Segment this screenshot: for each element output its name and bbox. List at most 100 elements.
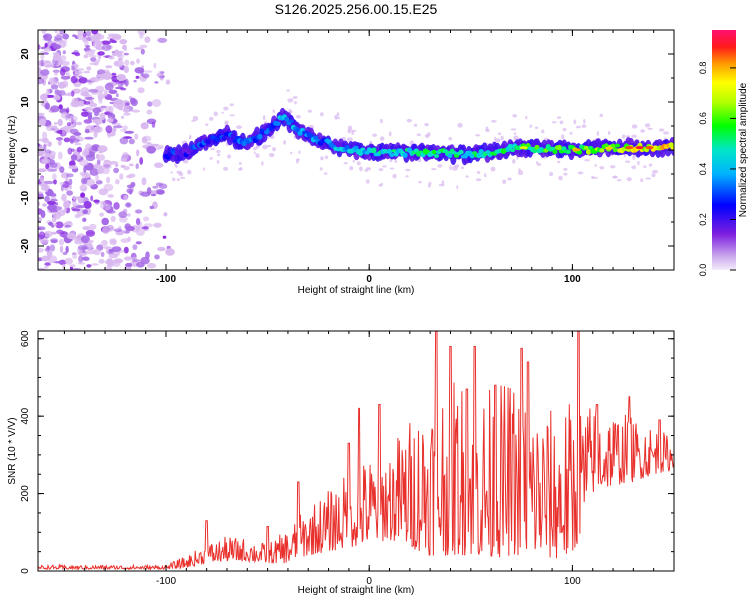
noise-blob (88, 239, 94, 244)
noise-blob (46, 250, 53, 257)
faint-point (490, 166, 496, 172)
noise-blob (86, 249, 96, 255)
noise-blob (133, 47, 143, 50)
noise-blob (52, 53, 61, 61)
spectrogram-y-label: Frequency (Hz) (7, 116, 18, 185)
noise-blob (85, 45, 91, 48)
noise-blob (79, 184, 88, 192)
faint-point (292, 96, 298, 99)
faint-point (485, 126, 489, 131)
noise-blob (125, 202, 132, 208)
y-tick-label: 10 (20, 96, 31, 108)
noise-blob (43, 33, 53, 41)
noise-blob (136, 225, 141, 230)
noise-blob (92, 41, 101, 49)
colorbar-tick-label: 0.6 (698, 112, 708, 125)
noise-blob (76, 146, 83, 153)
noise-blob (77, 262, 86, 265)
faint-point (569, 131, 573, 135)
noise-blob (103, 246, 112, 250)
ridge-core (565, 149, 571, 154)
noise-blob (63, 200, 71, 209)
noise-blob (70, 90, 75, 97)
noise-blob (123, 194, 128, 201)
noise-blob (122, 107, 130, 113)
noise-blob (68, 165, 78, 170)
noise-blob (92, 107, 102, 114)
noise-blob (38, 267, 46, 270)
ridge-core (626, 148, 632, 152)
ridge-core (614, 143, 621, 148)
ridge-core (447, 153, 453, 159)
noise-blob (60, 60, 70, 66)
noise-blob (142, 73, 150, 79)
faint-point (623, 154, 627, 158)
ridge-core (534, 144, 540, 150)
faint-point (413, 123, 418, 127)
ridge-hotspot (645, 146, 654, 150)
noise-blob (66, 173, 74, 178)
noise-blob (66, 232, 76, 240)
faint-point (640, 178, 644, 183)
noise-blob (74, 142, 82, 146)
faint-point (382, 165, 387, 168)
faint-point (643, 165, 647, 168)
noise-blob (165, 79, 171, 85)
faint-point (349, 166, 354, 171)
noise-blob (115, 60, 124, 68)
faint-point (616, 179, 622, 182)
faint-point (416, 133, 421, 136)
noise-blob (83, 54, 89, 59)
faint-point (208, 116, 214, 121)
ridge-core (451, 151, 457, 155)
noise-blob (64, 257, 73, 265)
noise-blob (47, 168, 57, 172)
faint-point (240, 167, 243, 170)
noise-blob (163, 212, 168, 217)
noise-blob (82, 226, 91, 231)
noise-blob (97, 95, 103, 102)
noise-blob (103, 183, 114, 192)
noise-blob (95, 174, 99, 183)
faint-point (552, 121, 557, 124)
faint-point (192, 116, 199, 121)
faint-point (535, 161, 539, 164)
noise-blob (57, 140, 62, 146)
noise-blob (135, 218, 141, 226)
noise-blob (54, 30, 58, 34)
y-tick-label: -20 (20, 238, 31, 253)
noise-blob (89, 34, 100, 43)
faint-point (380, 118, 383, 124)
noise-blob (125, 102, 130, 106)
snr-panel: -100 0 100 0 200 400 600 Height of straight li… (7, 330, 675, 596)
noise-blob (74, 214, 81, 219)
faint-point (591, 176, 595, 179)
faint-point (647, 127, 653, 130)
noise-blob (104, 82, 114, 91)
faint-point (213, 111, 218, 117)
faint-point (512, 114, 518, 118)
noise-blob (128, 138, 135, 145)
faint-point (465, 175, 469, 178)
noise-blob (112, 125, 123, 129)
faint-point (411, 140, 414, 143)
noise-blob (119, 173, 124, 180)
noise-blob (72, 198, 77, 207)
faint-point (296, 114, 301, 119)
noise-blob (63, 207, 67, 213)
noise-blob (115, 179, 120, 185)
ridge-core (181, 147, 187, 154)
faint-point (236, 125, 243, 129)
noise-blob (118, 211, 128, 219)
noise-blob (80, 235, 90, 244)
faint-point (562, 127, 567, 132)
faint-point (475, 178, 482, 182)
noise-blob (146, 145, 156, 154)
ridge-core (371, 147, 377, 154)
snr-y-tick-label: 200 (20, 485, 31, 502)
noise-blob (102, 72, 113, 81)
noise-blob (44, 195, 50, 203)
faint-point (613, 175, 617, 179)
snr-x-tick-label: 100 (564, 576, 581, 587)
noise-blob (38, 183, 48, 186)
